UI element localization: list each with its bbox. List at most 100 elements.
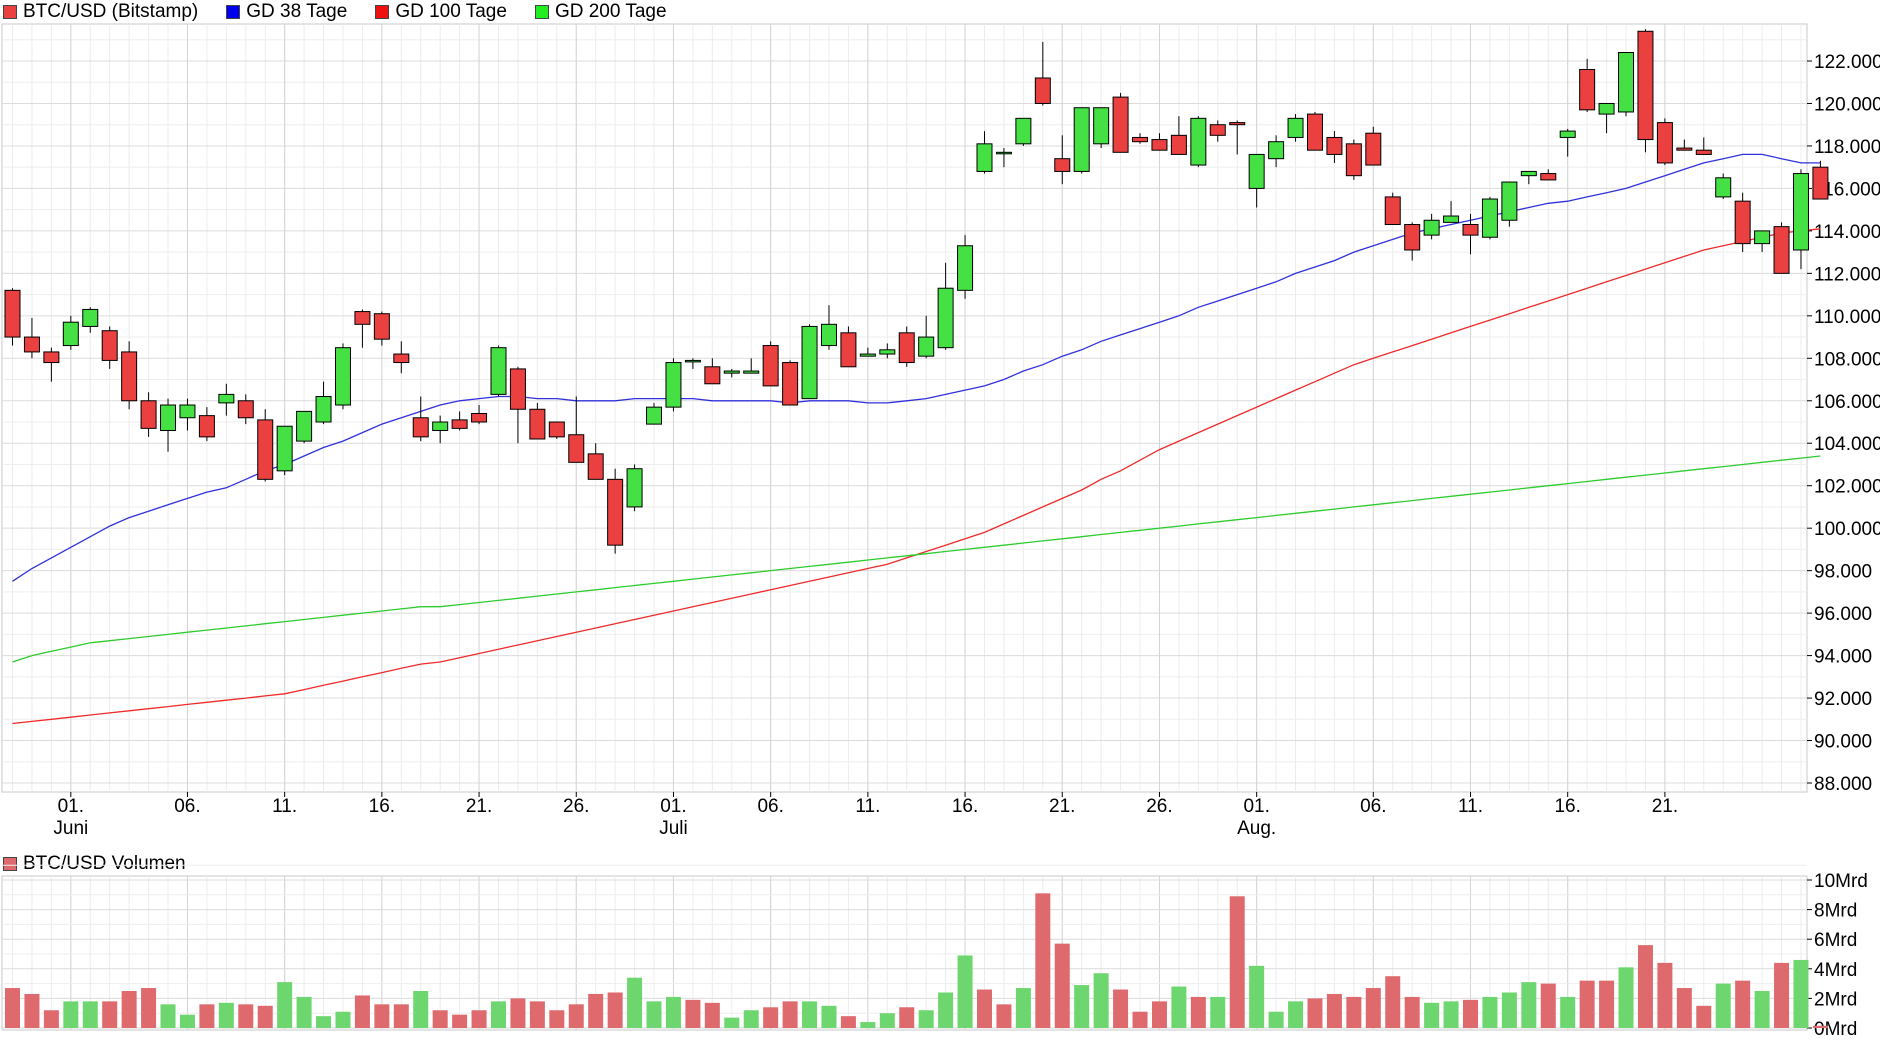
candle-body <box>237 400 254 419</box>
legend-item-volume[interactable]: BTC/USD Volumen <box>3 853 186 875</box>
volume-bar <box>860 1022 876 1028</box>
x-tick-label: 26. <box>1146 796 1172 817</box>
candle-body <box>1559 130 1576 138</box>
candle-body <box>1754 230 1771 245</box>
candle-body <box>879 349 896 355</box>
volume-bar <box>1424 1002 1440 1028</box>
volume-bar <box>1113 989 1129 1028</box>
candle-body <box>1598 102 1615 115</box>
legend-item-sma100[interactable]: GD 100 Tage <box>375 1 507 23</box>
x-tick-label: 21. <box>1652 796 1678 817</box>
y-tick-label: 108.000 <box>1814 349 1880 370</box>
candle-body <box>859 353 876 357</box>
x-tick-label: 11. <box>1458 796 1483 817</box>
candle-body <box>607 478 624 546</box>
candle-body <box>412 417 429 438</box>
x-tick-label: 16. <box>952 796 978 817</box>
candle-body <box>432 421 449 431</box>
price-legend: BTC/USD (Bitstamp) GD 38 Tage GD 100 Tag… <box>3 0 695 24</box>
volume-bar <box>510 998 526 1028</box>
candle-body <box>743 370 760 374</box>
x-tick-label: 26. <box>563 796 589 817</box>
candle-body <box>976 143 993 172</box>
candle-body <box>1248 153 1265 189</box>
y-tick-label: 112.000 <box>1814 264 1880 285</box>
volume-bar <box>1035 893 1051 1028</box>
candle-body <box>43 351 60 364</box>
volume-bar <box>1385 976 1401 1028</box>
legend-item-sma38[interactable]: GD 38 Tage <box>226 1 347 23</box>
candle-body <box>626 468 643 508</box>
volume-bar <box>1443 1001 1459 1028</box>
vol-y-tick-label: 2Mrd <box>1814 989 1857 1010</box>
candle-body <box>296 410 313 442</box>
candle-body <box>646 406 663 425</box>
candle-body <box>1462 224 1479 236</box>
volume-bar <box>1365 988 1381 1028</box>
candle-body <box>801 325 818 400</box>
candle-body <box>471 413 488 423</box>
candle-body <box>393 353 410 364</box>
volume-bar <box>1463 999 1478 1028</box>
volume-bar <box>179 1014 195 1028</box>
candle-body <box>490 347 507 395</box>
volume-bar <box>685 999 701 1028</box>
volume-bar <box>1015 988 1031 1028</box>
y-tick-label: 106.000 <box>1814 392 1880 413</box>
candle-body <box>1618 52 1635 113</box>
candle-body <box>62 321 79 347</box>
candle-body <box>198 415 215 438</box>
candle-body <box>1540 173 1557 181</box>
x-tick-label: 16. <box>369 796 395 817</box>
volume-bar <box>121 991 137 1028</box>
candle-body <box>1073 107 1090 172</box>
x-tick-label: 16. <box>1554 796 1580 817</box>
volume-bar <box>529 1001 545 1028</box>
sma200-line <box>12 455 1821 663</box>
candle-body <box>1306 113 1323 151</box>
x-tick-label: 21. <box>466 796 492 817</box>
volume-bar <box>918 1010 934 1028</box>
volume-bar <box>821 1005 837 1028</box>
volume-bar <box>1579 980 1595 1028</box>
volume-bar <box>996 1004 1012 1028</box>
volume-bar <box>957 955 973 1028</box>
volume-bar <box>977 989 992 1028</box>
legend-item-sma200[interactable]: GD 200 Tage <box>534 1 667 23</box>
candle-body <box>1015 117 1032 145</box>
y-tick-label: 88.000 <box>1814 774 1872 795</box>
candle-body <box>1656 122 1673 164</box>
legend-label-sma200: GD 200 Tage <box>554 1 667 22</box>
volume-bar <box>1774 962 1790 1028</box>
volume-bar <box>1210 996 1226 1028</box>
candle-body <box>995 151 1012 155</box>
vol-y-tick-label: 10Mrd <box>1814 871 1868 892</box>
volume-bar <box>199 1004 215 1028</box>
candle-body <box>354 311 371 325</box>
candle-body <box>957 245 974 291</box>
volume-bar <box>277 982 293 1028</box>
vol-y-tick-label: 8Mrd <box>1814 901 1857 922</box>
volume-bar <box>1346 996 1362 1028</box>
volume-bar <box>1482 996 1498 1028</box>
volume-bar <box>724 1017 740 1028</box>
volume-bar <box>24 993 40 1028</box>
volume-bar <box>1326 993 1342 1028</box>
candle-body <box>1384 196 1401 226</box>
candle-body <box>684 359 701 363</box>
candle-body <box>1734 200 1751 245</box>
x-tick-label: 11. <box>272 796 297 817</box>
candle-body <box>704 366 721 385</box>
candle-body <box>257 419 274 480</box>
volume-bar <box>1074 985 1090 1028</box>
volume-bar <box>1715 983 1731 1028</box>
candle-body <box>140 400 157 429</box>
volume-bar <box>491 1001 506 1028</box>
volume-bar <box>257 1005 273 1028</box>
candle-body <box>782 362 799 406</box>
legend-item-price[interactable]: BTC/USD (Bitstamp) <box>3 1 198 23</box>
candle-body <box>723 370 740 374</box>
x-tick-label: 01. <box>1243 796 1269 817</box>
candle-body <box>820 323 837 347</box>
volume-bar <box>1190 996 1206 1028</box>
